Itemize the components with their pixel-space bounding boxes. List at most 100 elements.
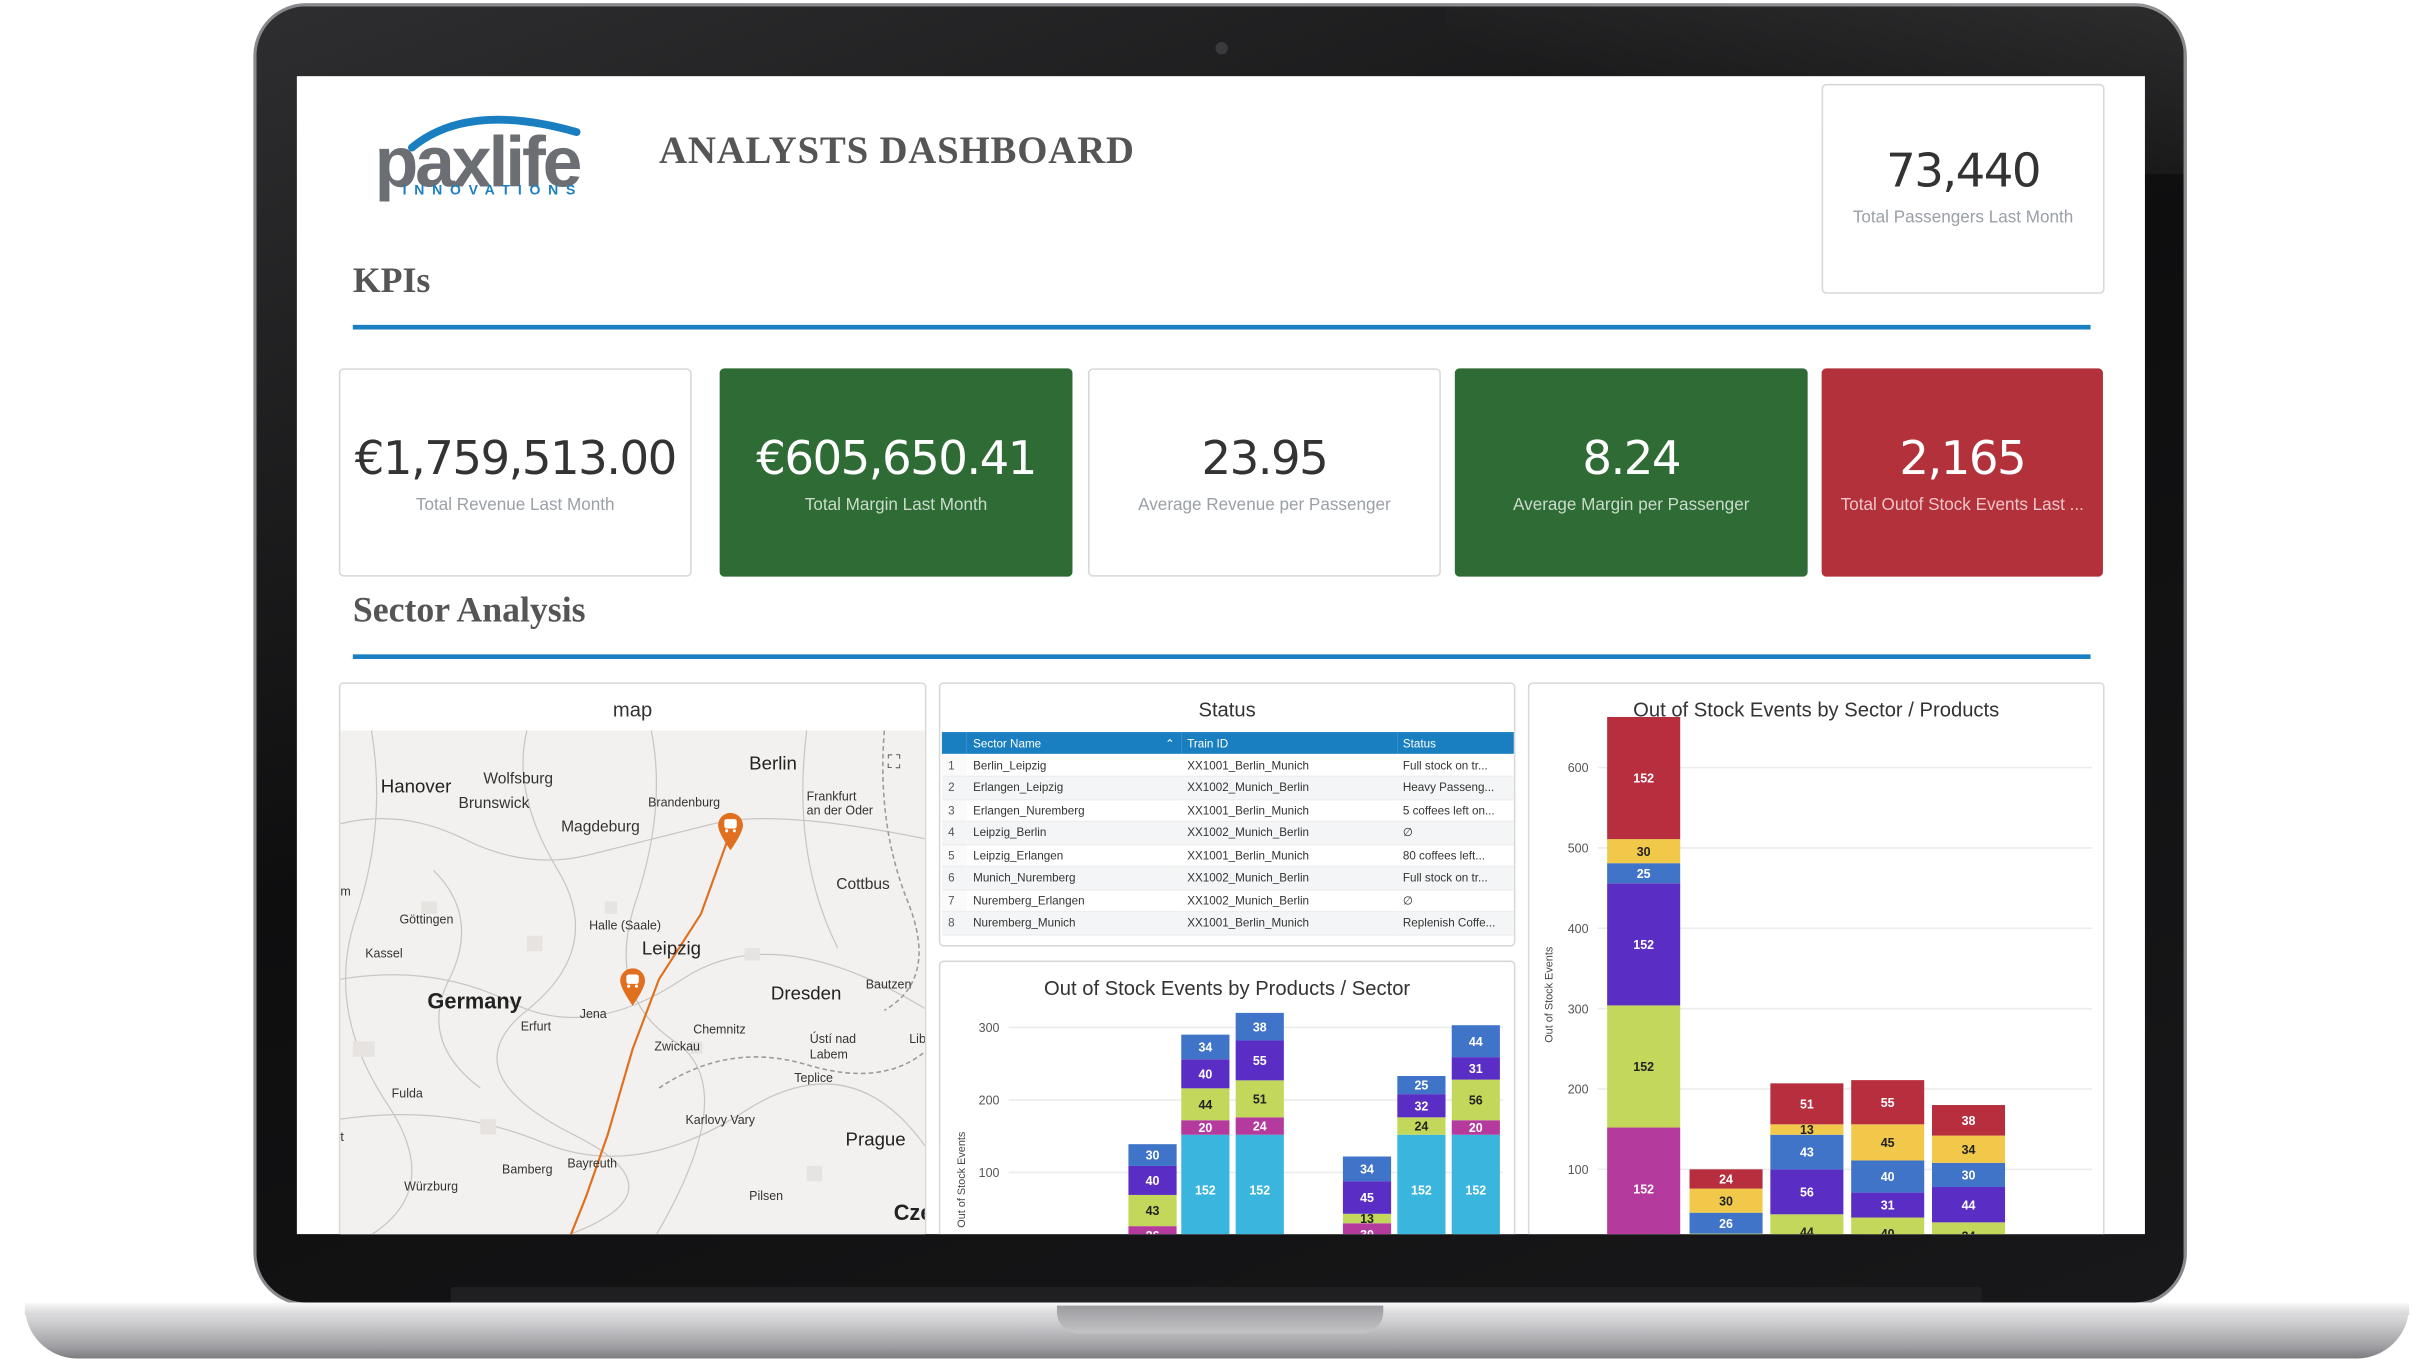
bar-segment[interactable] <box>1851 1192 1925 1218</box>
bar-segment[interactable] <box>1770 1083 1844 1125</box>
row-index: 6 <box>941 866 967 890</box>
kpi-value: 8.24 <box>1582 432 1681 487</box>
bar-data-label: 152 <box>1633 772 1654 786</box>
table-row[interactable]: 8 Nuremberg_Munich XX1001_Berlin_Munich Rep… <box>941 911 1514 935</box>
bar-data-label: 51 <box>1253 1093 1267 1107</box>
bar-segment[interactable] <box>1128 1144 1177 1166</box>
bar-segment[interactable] <box>1931 1186 2006 1223</box>
city-zwickau: Zwickau <box>654 1039 700 1054</box>
bar-segment[interactable] <box>1342 1156 1392 1182</box>
bar-segment[interactable] <box>1607 716 1681 840</box>
kpi-card[interactable]: €605,650.41 Total Margin Last Month <box>719 368 1073 577</box>
bar-segment[interactable] <box>1451 1120 1500 1135</box>
bar-segment[interactable] <box>1689 1212 1763 1234</box>
bar-segment[interactable] <box>1397 1117 1446 1135</box>
kpi-card[interactable]: 8.24 Average Margin per Passenger <box>1454 368 1808 577</box>
table-row[interactable]: 7 Nuremberg_Erlangen XX1002_Munich_Berlin ∅ <box>941 889 1514 913</box>
table-row[interactable]: 3 Erlangen_Nuremberg XX1001_Berlin_Munich 5… <box>941 798 1514 823</box>
passengers-card[interactable]: 73,440 Total Passengers Last Month <box>1821 83 2105 294</box>
row-index: 8 <box>941 911 967 935</box>
bar-segment[interactable] <box>1770 1134 1844 1170</box>
train-marker-icon[interactable] <box>619 967 647 1007</box>
column-header-train[interactable]: Train ID <box>1180 732 1397 754</box>
bar-segment[interactable] <box>1607 1005 1681 1128</box>
bar-segment[interactable] <box>1342 1181 1392 1214</box>
train-marker-icon[interactable] <box>717 811 745 851</box>
city-jena: Jena <box>579 1007 607 1022</box>
city-bayreuth: Bayreuth <box>567 1156 618 1171</box>
bar-segment[interactable] <box>1181 1088 1230 1121</box>
row-index: 1 <box>941 753 967 778</box>
bar-segment[interactable] <box>1451 1025 1500 1058</box>
bar-segment[interactable] <box>1181 1034 1230 1060</box>
bar-segment[interactable] <box>1181 1134 1230 1235</box>
expand-icon[interactable]: ⛶ <box>887 750 901 773</box>
bar-segment[interactable] <box>1181 1059 1230 1089</box>
bar-segment[interactable] <box>1235 1117 1284 1135</box>
bar-segment[interactable] <box>1181 1120 1230 1135</box>
bar-segment[interactable] <box>1451 1057 1500 1080</box>
y-tick-label: 100 <box>979 1166 1000 1180</box>
table-row[interactable]: 4 Leipzig_Berlin XX1002_Munich_Berlin ∅ <box>941 821 1514 845</box>
bar-data-label: 26 <box>1719 1217 1733 1231</box>
bar-segment[interactable] <box>1342 1213 1392 1224</box>
sort-asc-icon[interactable]: ⌃ <box>1164 735 1175 750</box>
bar-segment[interactable] <box>1451 1134 1500 1235</box>
y-tick-label: 600 <box>1568 761 1589 775</box>
bar-segment[interactable] <box>1931 1105 2006 1136</box>
kpi-card[interactable]: €1,759,513.00 Total Revenue Last Month <box>338 368 692 577</box>
bar-data-label: 24 <box>1414 1120 1428 1134</box>
bar-segment[interactable] <box>1607 1127 1681 1235</box>
y-tick-label: 400 <box>1568 922 1589 936</box>
bar-segment[interactable] <box>1342 1223 1392 1235</box>
city-fragment-lib: Lib <box>909 1032 926 1047</box>
map-view[interactable]: ⛶ Hanover Wolfsburg Berlin Brunswick Bra… <box>340 730 926 1235</box>
bar-segment[interactable] <box>1128 1194 1177 1227</box>
bar-segment[interactable] <box>1128 1226 1177 1235</box>
bar-data-label: 152 <box>1633 938 1654 952</box>
city-magdeburg: Magdeburg <box>561 819 640 837</box>
chart-products-sector-panel: Out of Stock Events by Products / Sector… <box>938 960 1516 1235</box>
bar-segment[interactable] <box>1689 1169 1763 1189</box>
bar-segment[interactable] <box>1770 1214 1844 1235</box>
column-header-status[interactable]: Status <box>1396 732 1514 754</box>
bar-segment[interactable] <box>1607 863 1681 884</box>
table-row[interactable]: 2 Erlangen_Leipzig XX1002_Munich_Berlin Hea… <box>941 776 1514 800</box>
bar-segment[interactable] <box>1607 883 1681 1006</box>
bar-segment[interactable] <box>1931 1222 2006 1235</box>
bar-segment[interactable] <box>1770 1124 1844 1135</box>
bar-segment[interactable] <box>1931 1162 2006 1187</box>
cell-status: 80 coffees left... <box>1396 843 1514 868</box>
bar-data-label: 26 <box>1146 1229 1160 1234</box>
table-row[interactable]: 5 Leipzig_Erlangen XX1001_Berlin_Munich 80 … <box>941 843 1514 868</box>
bar-segment[interactable] <box>1689 1233 1763 1235</box>
bar-segment[interactable] <box>1397 1075 1446 1095</box>
kpi-card[interactable]: 23.95 Average Revenue per Passenger <box>1088 368 1441 577</box>
bar-segment[interactable] <box>1235 1040 1284 1081</box>
bar-segment[interactable] <box>1607 839 1681 864</box>
bar-segment[interactable] <box>1931 1135 2006 1163</box>
chart-products-sector-title: Out of Stock Events by Products / Sector <box>1044 976 1411 1000</box>
bar-segment[interactable] <box>1235 1134 1284 1235</box>
table-row[interactable]: 1 Berlin_Leipzig XX1001_Berlin_Munich Full … <box>941 753 1514 778</box>
bar-segment[interactable] <box>1397 1134 1446 1235</box>
bar-segment[interactable] <box>1851 1217 1925 1235</box>
bar-segment[interactable] <box>1689 1188 1763 1213</box>
bar-segment[interactable] <box>1235 1080 1284 1118</box>
bar-segment[interactable] <box>1397 1094 1446 1118</box>
cell-status: ∅ <box>1396 889 1514 913</box>
bar-segment[interactable] <box>1235 1012 1284 1041</box>
bar-segment[interactable] <box>1851 1160 1925 1193</box>
bar-data-label: 38 <box>1253 1020 1267 1034</box>
bar-segment[interactable] <box>1851 1124 1925 1161</box>
bar-segment[interactable] <box>1851 1080 1925 1125</box>
table-row[interactable]: 6 Munich_Nuremberg XX1002_Munich_Berlin Ful… <box>941 866 1514 890</box>
bar-segment[interactable] <box>1451 1079 1500 1121</box>
bar-data-label: 31 <box>1881 1199 1895 1213</box>
bar-segment[interactable] <box>1770 1169 1844 1215</box>
kpi-card[interactable]: 2,165 Total Outof Stock Events Last ... <box>1821 368 2103 577</box>
column-header-sector[interactable]: Sector Name ⌃ <box>966 732 1181 754</box>
cell-sector: Erlangen_Leipzig <box>966 776 1181 800</box>
bar-segment[interactable] <box>1128 1165 1177 1195</box>
bar-data-label: 25 <box>1414 1079 1428 1093</box>
